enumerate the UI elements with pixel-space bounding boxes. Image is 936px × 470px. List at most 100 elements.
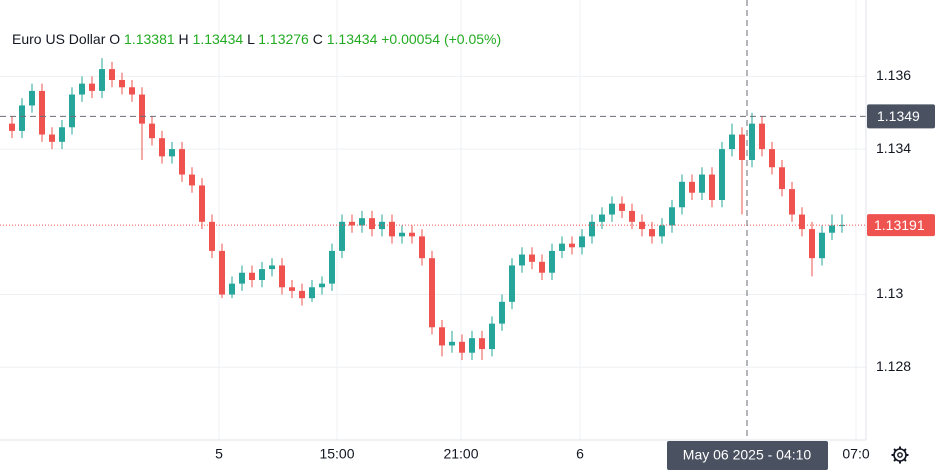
candle-body [559, 243, 565, 251]
candle-body [769, 149, 775, 168]
settings-icon[interactable] [891, 446, 909, 464]
candles [9, 58, 845, 360]
candle-body [689, 181, 695, 193]
last-price-label: 1.13191 [874, 217, 925, 233]
x-tick-label: 15:00 [319, 446, 354, 462]
close-value: 1.13434 [327, 31, 378, 47]
crosshair-time-box [667, 441, 828, 470]
crosshair-price-box [867, 104, 935, 129]
crosshair-price-label: 1.1349 [877, 108, 920, 124]
candle-body [749, 123, 755, 160]
candle-body [149, 123, 155, 139]
candle-body [169, 149, 175, 157]
candle-body [579, 236, 585, 248]
x-tick-label: 07:0 [842, 446, 869, 462]
o-label: O [109, 31, 120, 47]
grid [0, 0, 866, 440]
l-label: L [247, 31, 255, 47]
candle-body [619, 203, 625, 211]
candle-body [369, 218, 375, 230]
candle-body [159, 138, 165, 157]
candle-body [649, 229, 655, 237]
candle-body [109, 69, 115, 80]
candle-body [349, 221, 355, 226]
candle-body [329, 250, 335, 284]
candle-body [629, 210, 635, 222]
candle-body [299, 290, 305, 299]
candle-body [719, 149, 725, 200]
candle-body [739, 134, 745, 160]
symbol-name: Euro US Dollar [12, 31, 106, 47]
candle-body [99, 69, 105, 91]
candle-body [759, 123, 765, 150]
candle-body [669, 207, 675, 226]
y-tick-label: 1.13 [876, 285, 903, 301]
candle-body [59, 127, 65, 142]
x-tick-label: 5 [215, 446, 223, 462]
last-price-box [867, 214, 935, 237]
open-value: 1.13381 [124, 31, 175, 47]
candle-body [179, 149, 185, 175]
legend: Euro US Dollar O 1.13381 H 1.13434 L 1.1… [12, 31, 501, 47]
candle-body [359, 218, 365, 226]
low-value: 1.13276 [258, 31, 309, 47]
gear-teeth [891, 446, 909, 464]
candle-body [589, 221, 595, 237]
candle-body [469, 338, 475, 353]
h-label: H [179, 31, 189, 47]
candle-body [219, 250, 225, 295]
candle-body [659, 225, 665, 237]
gear-hub [897, 452, 903, 458]
candle-body [819, 232, 825, 259]
candle-body [439, 327, 445, 346]
candle-body [39, 90, 45, 135]
y-tick-label: 1.128 [876, 358, 911, 374]
candle-body [829, 225, 835, 233]
candle-body [699, 174, 705, 193]
candle-body [809, 229, 815, 259]
candle-body [839, 225, 845, 227]
candle-body [449, 341, 455, 346]
change: +0.00054 [381, 31, 440, 47]
candle-body [119, 80, 125, 88]
crosshair-time-label: May 06 2025 - 04:10 [683, 447, 812, 463]
overlay [0, 0, 866, 440]
candle-body [419, 236, 425, 259]
candle-body [679, 181, 685, 208]
candle-body [569, 243, 575, 248]
x-tick-label: 21:00 [443, 446, 478, 462]
candle-body [389, 221, 395, 237]
c-label: C [313, 31, 323, 47]
candle-body [409, 232, 415, 237]
candle-body [599, 214, 605, 222]
candle-body [129, 87, 135, 95]
candle-body [519, 254, 525, 266]
candle-body [229, 283, 235, 295]
candle-body [29, 90, 35, 106]
candle-body [779, 167, 785, 190]
candle-body [539, 261, 545, 273]
candle-body [69, 94, 75, 128]
candle-body [209, 221, 215, 251]
candle-body [459, 341, 465, 353]
y-tick-label: 1.136 [876, 67, 911, 83]
candle-body [259, 269, 265, 280]
candle-body [609, 203, 615, 215]
candle-body [529, 254, 535, 262]
x-tick-label: 6 [576, 446, 584, 462]
candle-body [249, 272, 255, 280]
candle-body [399, 232, 405, 237]
candle-body [319, 283, 325, 288]
candle-body [79, 83, 85, 95]
candle-body [499, 301, 505, 324]
high-value: 1.13434 [193, 31, 244, 47]
candle-body [279, 265, 285, 288]
candle-body [479, 338, 485, 350]
candle-body [799, 214, 805, 230]
candle-body [189, 174, 195, 186]
candle-body [309, 287, 315, 299]
candle-body [549, 250, 555, 273]
candle-body [789, 189, 795, 215]
candle-body [139, 94, 145, 124]
